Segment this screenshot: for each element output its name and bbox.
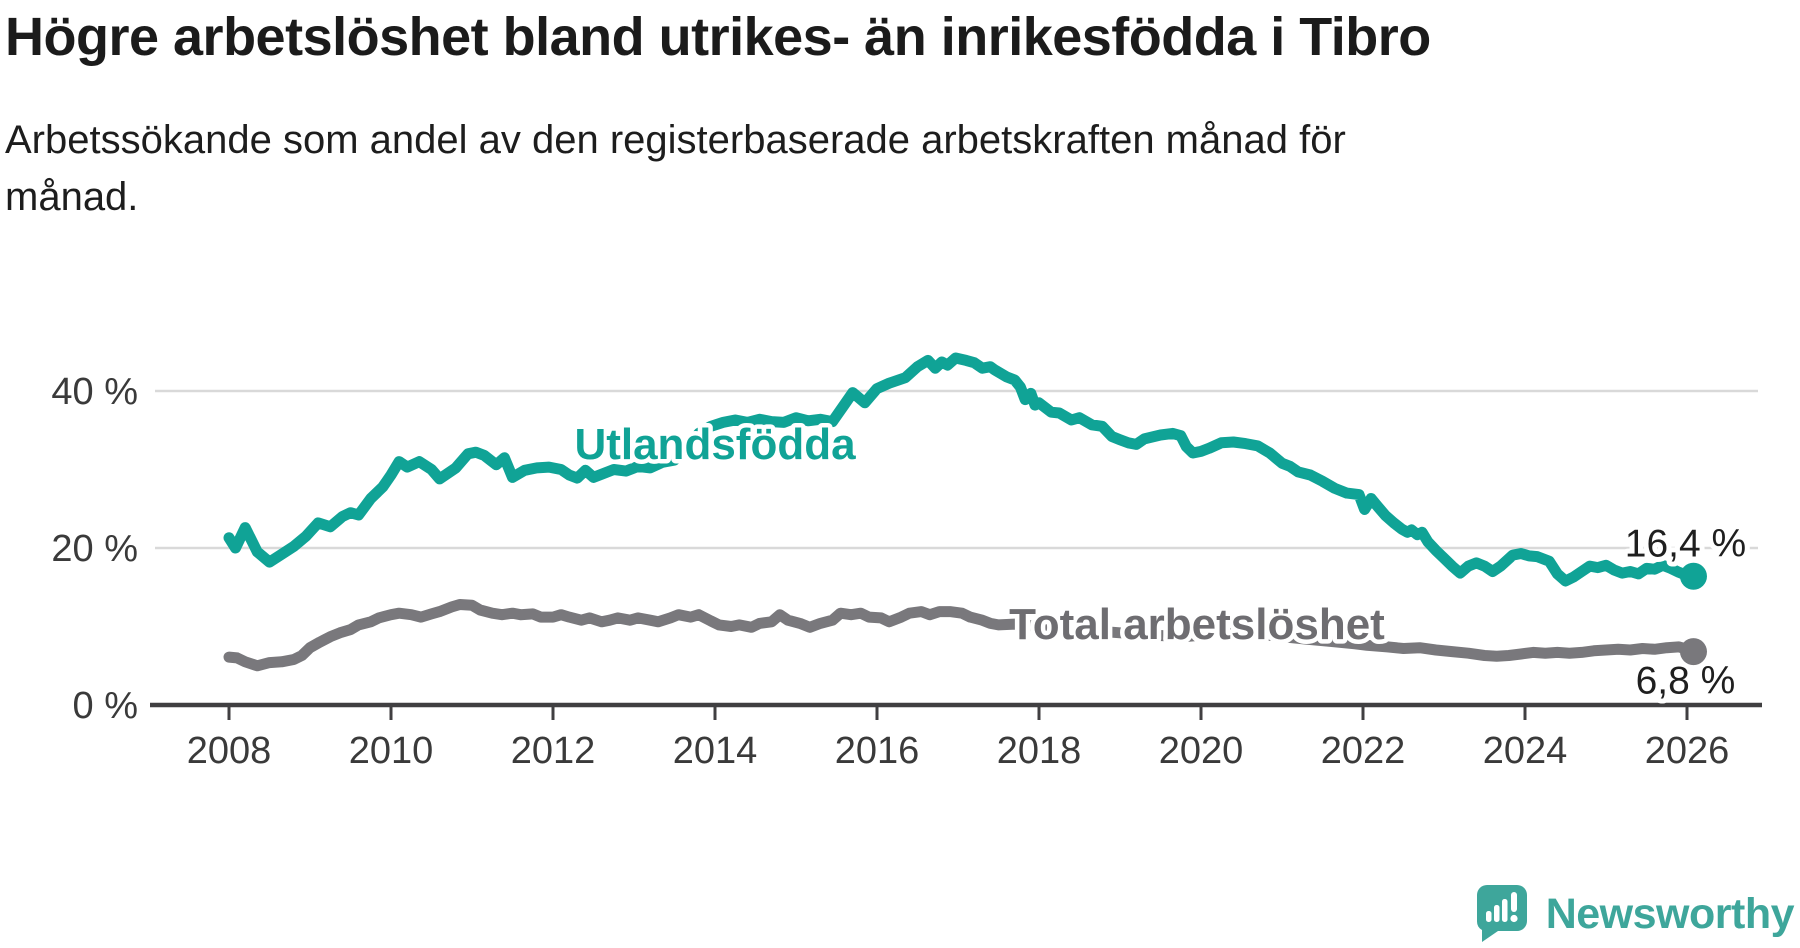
- end-value-label-total: 6,8 %: [1636, 660, 1736, 703]
- x-tick-label: 2012: [511, 730, 596, 772]
- bar-3: [1501, 899, 1508, 922]
- x-tick-label: 2010: [349, 730, 434, 772]
- bar-2: [1493, 905, 1500, 922]
- newsworthy-brand: Newsworthy: [1476, 884, 1795, 944]
- y-tick-label: 20 %: [51, 528, 138, 570]
- page-title: Högre arbetslöshet bland utrikes- än inr…: [5, 7, 1431, 67]
- y-tick-label: 0 %: [73, 685, 138, 727]
- series-label-total: Total arbetslöshet: [1009, 600, 1385, 649]
- series-line-total: [223, 599, 1699, 672]
- y-tick-label: 40 %: [51, 371, 138, 413]
- series-line-utlandsfodda: [223, 352, 1699, 587]
- end-dots: [1679, 562, 1707, 666]
- end-dot-utlandsfodda: [1679, 562, 1707, 590]
- x-tick-label: 2022: [1321, 730, 1406, 772]
- x-tick-label: 2026: [1645, 730, 1730, 772]
- x-tick-label: 2016: [835, 730, 920, 772]
- end-value-labels: 16,4 % 6,8 %: [1620, 517, 1751, 707]
- end-value-label-utlandsfodda: 16,4 %: [1625, 522, 1746, 565]
- x-tick-label: 2018: [997, 730, 1082, 772]
- series-name-labels: Utlandsfödda Total arbetslöshet: [570, 416, 1390, 654]
- exclamation-bar: [1510, 892, 1517, 912]
- end-dot-total: [1679, 638, 1707, 666]
- speech-bubble-shape: [1476, 885, 1527, 942]
- series-lines: [223, 352, 1699, 672]
- newsworthy-wordmark: Newsworthy: [1545, 889, 1795, 938]
- newsworthy-logo-icon: [1476, 885, 1527, 942]
- x-axis: 2008 2010 2012 2014 2016 2018 2020 2022 2024 2026: [150, 702, 1762, 772]
- x-tick-label: 2024: [1483, 730, 1568, 772]
- exclamation-dot: [1510, 914, 1518, 923]
- subtitle-line-1: Arbetssökande som andel av den registerb…: [5, 118, 1346, 162]
- x-tick-label: 2014: [673, 730, 758, 772]
- chart-subtitle: Arbetssökande som andel av den registerb…: [5, 112, 1565, 226]
- y-axis-labels: 0 % 20 % 40 %: [51, 371, 138, 727]
- x-tick-label: 2020: [1159, 730, 1244, 772]
- bar-1: [1485, 911, 1492, 922]
- x-tick-label: 2008: [187, 730, 272, 772]
- subtitle-line-2: månad.: [5, 174, 139, 219]
- gridlines: [155, 389, 1758, 550]
- series-label-utlandsfodda: Utlandsfödda: [574, 420, 856, 469]
